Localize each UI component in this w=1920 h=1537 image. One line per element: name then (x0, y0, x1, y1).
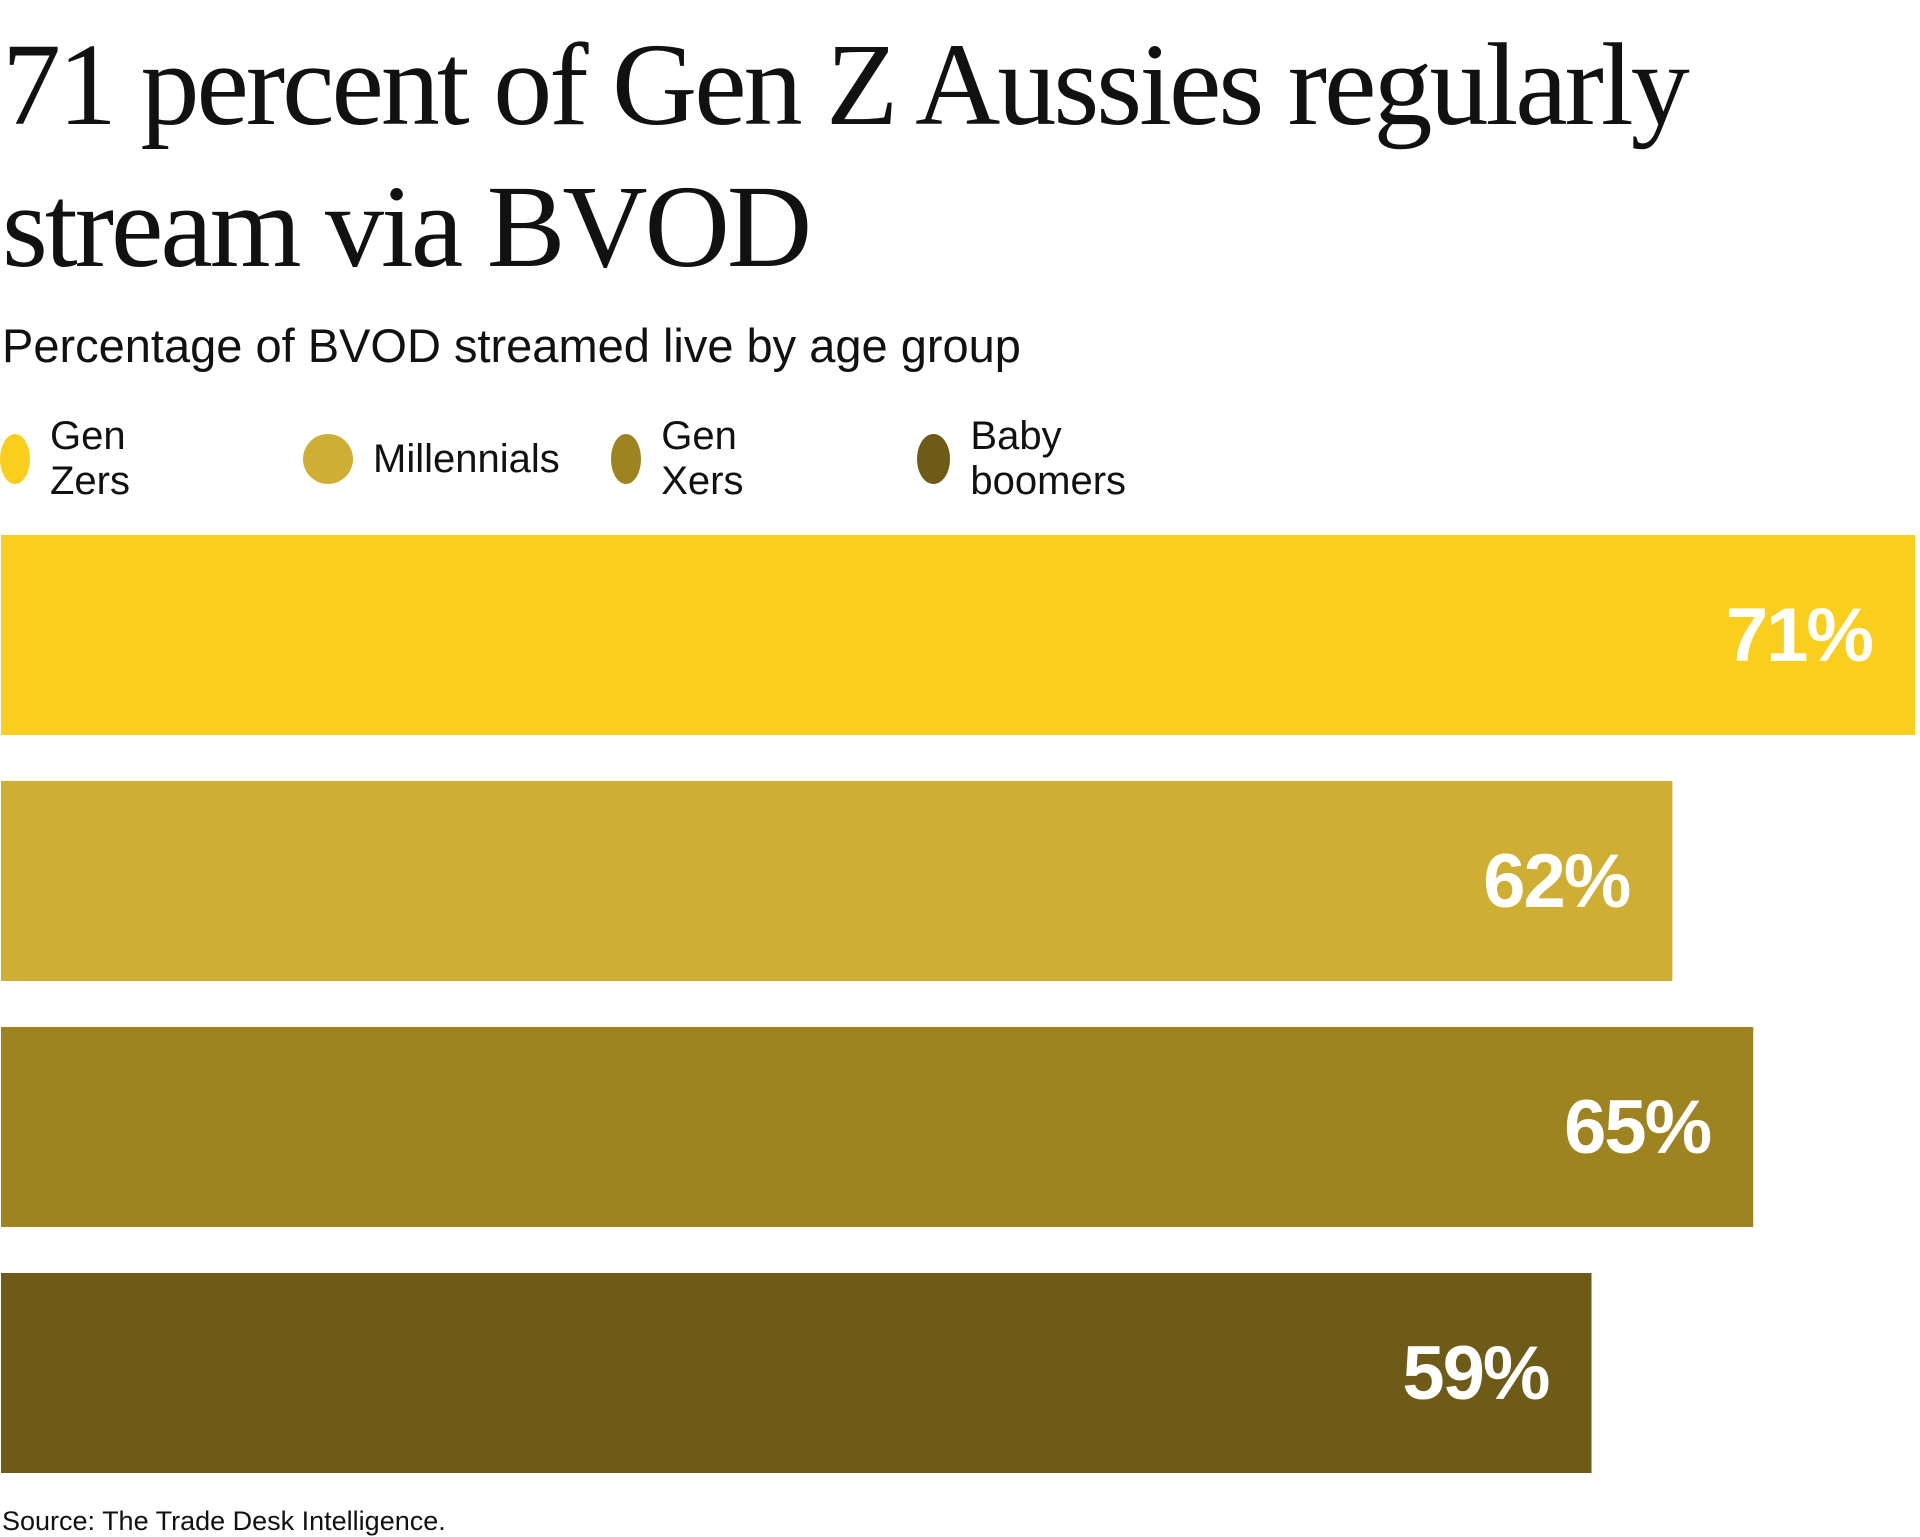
bar-gen-xers (1, 1027, 1754, 1227)
bar-value-label: 62% (1483, 839, 1630, 924)
bar-gen-zers (1, 535, 1915, 735)
legend-swatch (303, 434, 353, 484)
legend-item: Baby boomers (917, 414, 1143, 503)
bar-baby-boomers (1, 1273, 1592, 1473)
legend-swatch (0, 434, 30, 484)
chart-title: 71 percent of Gen Z Aussies regularly st… (2, 19, 1690, 292)
legend-item: Gen Zers (0, 414, 150, 503)
chart-subtitle: Percentage of BVOD streamed live by age … (2, 319, 1021, 372)
legend-label: Baby boomers (970, 414, 1127, 503)
legend-label: Millennials (373, 436, 560, 481)
source-note: Source: The Trade Desk Intelligence. (2, 1506, 446, 1536)
bar-value-label: 65% (1564, 1085, 1711, 1170)
bar-value-label: 71% (1726, 593, 1873, 678)
legend-label: Gen Zers (50, 414, 130, 503)
legend-swatch (917, 434, 951, 484)
legend-item: Millennials (303, 434, 560, 484)
bar-value-label: 59% (1402, 1331, 1549, 1416)
legend-item: Gen Xers (611, 414, 763, 503)
legend-label: Gen Xers (661, 414, 744, 503)
bar-millennials (1, 781, 1673, 981)
legend-swatch (611, 434, 642, 484)
